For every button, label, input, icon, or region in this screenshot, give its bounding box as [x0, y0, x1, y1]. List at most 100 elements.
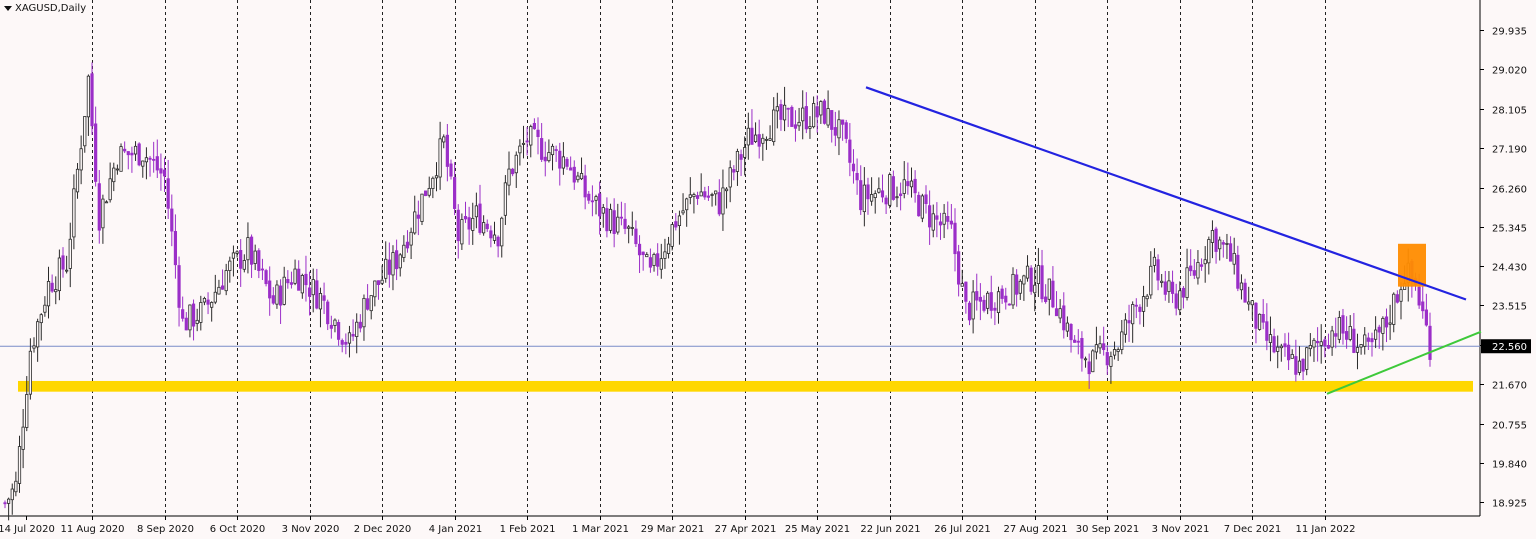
- candle-body: [598, 193, 602, 217]
- candle-body: [293, 268, 297, 284]
- y-tick-label: 29.935: [1492, 27, 1527, 38]
- candle-body: [855, 172, 859, 181]
- candle-body: [442, 136, 446, 143]
- candle-body: [1051, 280, 1055, 308]
- candle-body: [1250, 300, 1254, 306]
- candle-body: [471, 217, 475, 231]
- candle-body: [565, 158, 569, 167]
- candle-body: [833, 127, 837, 136]
- chart-title[interactable]: XAGUSD,Daily: [4, 3, 86, 14]
- candle-body: [1330, 330, 1334, 348]
- candle-body: [899, 193, 903, 196]
- candle-body: [1308, 345, 1312, 350]
- candle-body: [141, 160, 145, 167]
- x-tick-label: 25 May 2021: [785, 524, 850, 535]
- candle-body: [902, 179, 906, 194]
- trendlines: [865, 86, 1482, 395]
- candle-body: [1167, 280, 1171, 292]
- candle-body: [170, 208, 174, 232]
- candle-body: [1029, 267, 1033, 292]
- x-tick-label: 27 Apr 2021: [715, 524, 777, 535]
- candle-body: [1004, 295, 1008, 303]
- candle-body: [532, 123, 536, 130]
- candle-body: [217, 286, 221, 295]
- candle-body: [1232, 252, 1236, 265]
- candle-body: [840, 119, 845, 125]
- candle-body: [395, 250, 399, 270]
- candle-body: [735, 151, 740, 172]
- candle-body: [540, 138, 544, 160]
- candle-body: [1105, 352, 1109, 366]
- candle-body: [329, 324, 333, 329]
- candle-body: [500, 217, 504, 247]
- candle-body: [224, 270, 228, 292]
- candle-body: [1123, 319, 1128, 335]
- candle-body: [924, 194, 928, 204]
- candle-body: [25, 394, 29, 428]
- y-tick-label: 20.755: [1492, 421, 1527, 432]
- candle-body: [235, 251, 239, 254]
- candle-body: [159, 168, 163, 174]
- candle-body: [757, 134, 761, 147]
- candle-body: [880, 190, 885, 198]
- y-tick-label: 25.345: [1492, 224, 1527, 235]
- candle-body: [888, 174, 892, 206]
- candle-body: [1399, 289, 1403, 302]
- candle-body: [768, 138, 772, 141]
- candle-body: [935, 215, 939, 220]
- candle-body: [811, 103, 816, 128]
- candle-body: [1109, 356, 1113, 367]
- candle-body: [1040, 265, 1044, 300]
- candle-body: [967, 302, 972, 321]
- candle-body: [485, 223, 489, 230]
- candle-body: [975, 291, 979, 301]
- candle-body: [645, 254, 649, 258]
- candle-body: [282, 276, 286, 305]
- candle-body: [514, 154, 518, 174]
- x-tick-label: 1 Feb 2021: [500, 524, 556, 535]
- candle-body: [1236, 254, 1240, 289]
- candle-body: [1203, 259, 1207, 265]
- candle-body: [1286, 344, 1291, 361]
- candle-body: [144, 157, 149, 163]
- candle-body: [75, 168, 80, 193]
- candle-body: [344, 341, 348, 345]
- candle-body: [1417, 286, 1421, 306]
- candle-body: [387, 259, 391, 275]
- candle-body: [666, 243, 671, 254]
- candle-body: [590, 200, 595, 203]
- candle-body: [1076, 340, 1080, 343]
- candle-body: [572, 166, 576, 183]
- candle-body: [786, 107, 790, 110]
- candle-body: [656, 253, 660, 267]
- candle-body: [587, 193, 591, 201]
- candle-body: [569, 167, 573, 171]
- candle-body: [427, 187, 431, 196]
- candle-body: [960, 283, 964, 287]
- dropdown-triangle-icon[interactable]: [4, 6, 12, 11]
- candle-body: [195, 319, 199, 324]
- candle-body: [521, 142, 526, 145]
- candle-body: [851, 163, 856, 172]
- candle-body: [1392, 293, 1396, 325]
- candle-body: [859, 180, 863, 211]
- candle-body: [112, 167, 116, 183]
- candle-body: [511, 168, 515, 175]
- candle-body: [801, 107, 805, 122]
- candle-body: [1141, 296, 1146, 312]
- candle-body: [300, 275, 304, 294]
- candle-body: [246, 237, 250, 261]
- candle-body: [257, 250, 261, 271]
- candle-body: [634, 228, 638, 245]
- candle-body: [1366, 337, 1370, 342]
- candle-body: [482, 222, 486, 234]
- candle-body: [456, 209, 460, 242]
- candle-body: [1210, 230, 1215, 243]
- candle-body: [492, 234, 497, 241]
- candle-body: [685, 198, 689, 211]
- candle-body: [463, 216, 468, 220]
- candle-body: [895, 196, 899, 199]
- candle-body: [1319, 341, 1323, 346]
- candle-body: [1388, 322, 1392, 325]
